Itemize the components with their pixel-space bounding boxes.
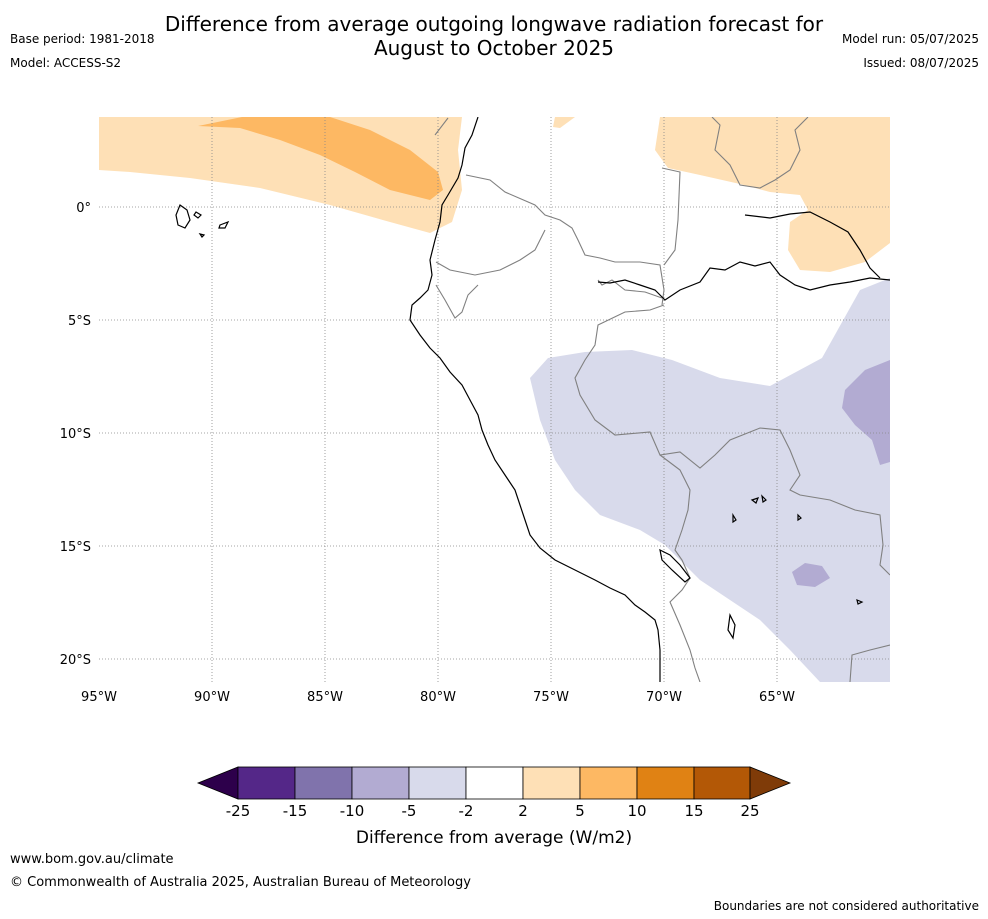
colorbar-extend-high <box>749 766 792 800</box>
lon-label-95w: 95°W <box>81 690 117 705</box>
colorbar-bin-4 <box>408 766 467 800</box>
base-period: Base period: 1981-2018 <box>10 32 155 46</box>
colorbar-bin-9 <box>693 766 751 800</box>
positive-anomaly-northeast <box>553 117 575 128</box>
lon-label-65w: 65°W <box>759 690 795 705</box>
lat-label-20s: 20°S <box>60 653 91 668</box>
title-line-1: Difference from average outgoing longwav… <box>164 12 824 36</box>
country-borders <box>434 117 890 682</box>
footer-url: www.bom.gov.au/climate <box>10 852 174 867</box>
colorbar-bin-1 <box>237 766 296 800</box>
colorbar-tick-3: -5 <box>402 802 417 820</box>
colorbar-bin-2 <box>294 766 353 800</box>
lat-label-5s: 5°S <box>68 314 91 329</box>
latitude-labels: 0° 5°S 10°S 15°S 20°S <box>60 201 91 668</box>
colorbar-tick-7: 10 <box>627 802 646 820</box>
title-line-2: August to October 2025 <box>373 36 615 60</box>
longitude-labels: 95°W 90°W 85°W 80°W 75°W 70°W 65°W <box>81 690 795 705</box>
colorbar <box>196 766 792 800</box>
negative-anomaly-core-east <box>842 360 890 465</box>
colorbar-tick-2: -10 <box>340 802 365 820</box>
issued-date: Issued: 08/07/2025 <box>863 56 979 70</box>
colorbar-tick-6: 5 <box>575 802 585 820</box>
colorbar-tick-1: -15 <box>283 802 308 820</box>
lon-label-75w: 75°W <box>533 690 569 705</box>
lon-label-80w: 80°W <box>420 690 456 705</box>
colorbar-bin-6 <box>522 766 581 800</box>
coastlines <box>175 117 890 682</box>
positive-anomaly-pacific-core <box>198 117 443 200</box>
footer-copyright: © Commonwealth of Australia 2025, Austra… <box>10 875 471 890</box>
footer-note: Boundaries are not considered authoritat… <box>713 899 979 913</box>
map-panel <box>99 117 890 682</box>
colorbar-tick-4: -2 <box>459 802 474 820</box>
colorbar-bin-3 <box>351 766 410 800</box>
model-run: Model run: 05/07/2025 <box>841 32 979 46</box>
meta-left: Base period: 1981-2018 Model: ACCESS-S2 <box>10 32 155 80</box>
chart-title: Difference from average outgoing longwav… <box>0 12 988 60</box>
colorbar-ticks: -25 -15 -10 -5 -2 2 5 10 15 25 <box>226 802 760 820</box>
lat-label-0: 0° <box>76 201 91 216</box>
lon-label-90w: 90°W <box>194 690 230 705</box>
colorbar-tick-9: 25 <box>740 802 759 820</box>
model-name: Model: ACCESS-S2 <box>10 56 122 70</box>
colorbar-label: Difference from average (W/m2) <box>356 828 632 848</box>
colorbar-tick-0: -25 <box>226 802 251 820</box>
colorbar-bin-8 <box>636 766 695 800</box>
lat-label-10s: 10°S <box>60 427 91 442</box>
colorbar-tick-8: 15 <box>684 802 703 820</box>
colorbar-bin-5 <box>465 766 524 800</box>
colorbar-tick-5: 2 <box>518 802 528 820</box>
colorbar-bin-7 <box>579 766 638 800</box>
lon-label-70w: 70°W <box>646 690 682 705</box>
meta-right: Model run: 05/07/2025 Issued: 08/07/2025 <box>842 32 979 80</box>
lat-label-15s: 15°S <box>60 540 91 555</box>
colorbar-extend-low <box>196 766 239 800</box>
negative-anomaly-core-south <box>792 563 830 587</box>
positive-anomaly-northeast-2 <box>655 117 890 272</box>
lon-label-85w: 85°W <box>307 690 343 705</box>
gridlines <box>99 117 890 682</box>
